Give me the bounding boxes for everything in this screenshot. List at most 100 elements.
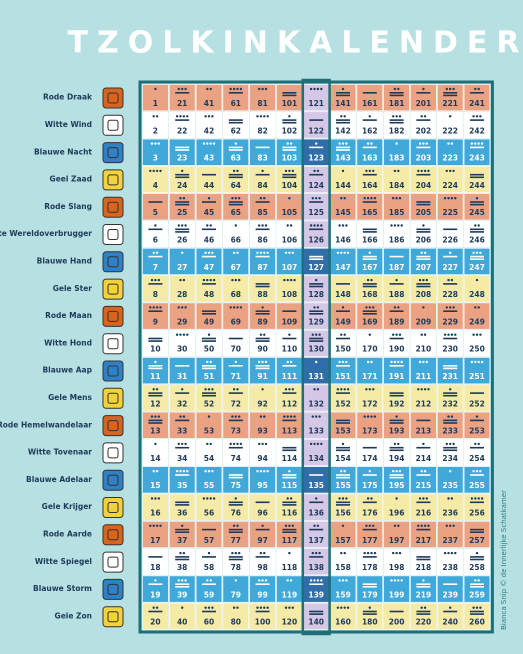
tone-bar — [309, 119, 324, 121]
tone-dot — [340, 197, 343, 200]
tone-dot — [425, 142, 428, 145]
tone-dot — [372, 388, 375, 391]
tone-dot — [477, 360, 480, 364]
tone-bar — [470, 146, 484, 149]
tone-dot — [236, 442, 239, 446]
cell — [142, 548, 169, 576]
tone-dot — [390, 360, 393, 364]
tone-dot — [365, 306, 368, 309]
tone-bar — [282, 504, 297, 506]
tone-bar — [362, 474, 377, 476]
tone-dot — [202, 497, 206, 500]
seal-icon — [102, 442, 124, 464]
cell — [383, 575, 410, 603]
tone-bar — [362, 556, 377, 558]
cell — [383, 602, 410, 630]
seal-icon — [102, 333, 124, 355]
tone-dot — [320, 87, 323, 91]
tone-dot — [393, 524, 397, 527]
tone-dot — [474, 87, 477, 91]
tone-bar — [282, 173, 297, 176]
tone-bar — [443, 255, 458, 258]
kin-number: 229 — [442, 317, 458, 326]
tone-dot — [211, 388, 214, 391]
tone-bar — [416, 419, 431, 422]
tone-dot — [393, 360, 397, 364]
tone-bar — [362, 228, 377, 231]
tone-dot — [422, 360, 425, 364]
tone-bar — [362, 255, 377, 258]
cell — [302, 548, 330, 576]
kin-number: 173 — [362, 427, 378, 436]
tone-bar — [362, 283, 377, 285]
kin-number: 158 — [335, 563, 351, 572]
tone-dot — [341, 442, 345, 446]
tone-dot — [450, 551, 454, 555]
kin-number: 95 — [257, 481, 267, 490]
tone-dot — [418, 142, 422, 145]
row-label: Rode Hemelwandelaar — [0, 420, 92, 429]
tone-bar — [336, 146, 350, 149]
cell — [142, 384, 169, 412]
cell — [356, 439, 383, 466]
tone-bar — [362, 258, 377, 260]
kin-number: 228 — [442, 290, 458, 299]
tone-dot — [284, 606, 288, 609]
row-label: Witte Wind — [45, 120, 92, 129]
cell — [383, 548, 410, 576]
tone-dot — [234, 360, 237, 364]
cell — [410, 248, 437, 275]
tone-bar — [309, 228, 324, 231]
tone-dot — [470, 142, 474, 145]
tone-dot — [238, 551, 241, 555]
tone-bar — [470, 556, 484, 558]
tone-dot — [152, 306, 155, 309]
tone-dot — [472, 115, 475, 118]
tone-dot — [450, 197, 454, 200]
tone-dot — [231, 197, 234, 200]
kin-number: 31 — [177, 372, 187, 381]
tone-dot — [236, 606, 239, 609]
tone-dot — [181, 306, 184, 309]
tone-bar — [202, 556, 216, 558]
tone-dot — [288, 606, 291, 609]
tone-dot — [311, 197, 314, 200]
cell — [329, 602, 357, 630]
cell — [302, 602, 330, 630]
kin-number: 191 — [389, 372, 405, 381]
tone-bar — [282, 474, 297, 476]
tone-dot — [239, 306, 243, 309]
cell — [383, 302, 410, 330]
kin-number: 41 — [204, 99, 214, 108]
cell — [383, 384, 410, 412]
tone-bar — [309, 146, 324, 149]
tone-dot — [266, 606, 269, 609]
tone-bar — [255, 337, 270, 340]
tone-dot — [211, 115, 214, 118]
tone-dot — [445, 87, 448, 91]
tone-dot — [181, 87, 184, 91]
tone-bar — [443, 422, 458, 424]
tone-dot — [420, 470, 423, 473]
tone-dot — [398, 551, 402, 555]
kin-number: 186 — [389, 236, 405, 245]
kin-number: 156 — [335, 509, 351, 518]
kin-number: 25 — [177, 208, 187, 217]
seal-icon — [102, 305, 124, 327]
row-label: Witte Wereldoverbrugger — [0, 229, 92, 238]
kin-number: 157 — [335, 536, 351, 545]
tone-dot — [231, 415, 234, 418]
tone-dot — [366, 415, 370, 418]
tone-dot — [472, 470, 475, 473]
tone-bar — [470, 501, 484, 504]
tone-dot — [368, 388, 371, 391]
tone-bar — [282, 176, 297, 179]
cell — [436, 84, 464, 112]
tone-dot — [368, 169, 371, 173]
tone-dot — [154, 278, 157, 282]
tone-bar — [443, 419, 458, 422]
tone-dot — [447, 497, 450, 500]
tone-dot — [179, 115, 182, 118]
tone-dot — [336, 606, 340, 609]
